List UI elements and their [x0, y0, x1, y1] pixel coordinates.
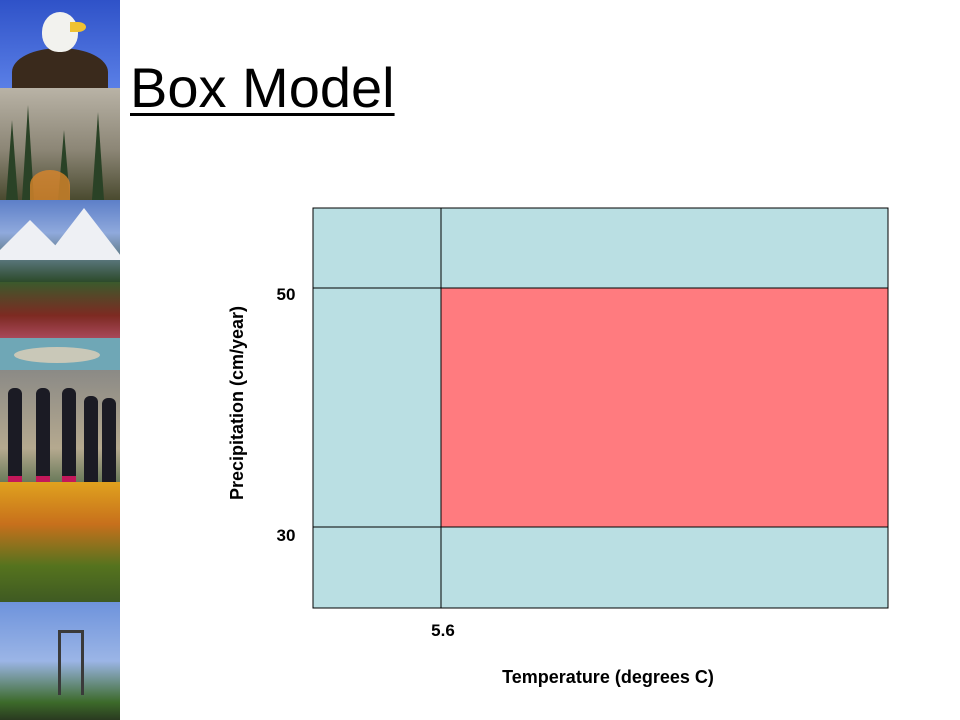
dancers-photo [0, 370, 120, 482]
wildflower-photo [0, 282, 120, 338]
eagle-photo [0, 0, 120, 88]
forest-fire-photo [0, 88, 120, 200]
autumn-forest-photo [0, 482, 120, 602]
inner-box [440, 287, 889, 528]
x-axis-label: Temperature (degrees C) [502, 667, 714, 687]
mountain-photo [0, 200, 120, 282]
fish-photo [0, 338, 120, 370]
y-tick-upper: 50 [277, 285, 296, 304]
mine-headframe-photo [0, 602, 120, 720]
x-tick-left: 5.6 [431, 621, 455, 640]
photo-strip [0, 0, 120, 720]
y-axis-label: Precipitation (cm/year) [227, 306, 247, 500]
y-tick-lower: 30 [277, 526, 296, 545]
page-title: Box Model [130, 56, 395, 119]
